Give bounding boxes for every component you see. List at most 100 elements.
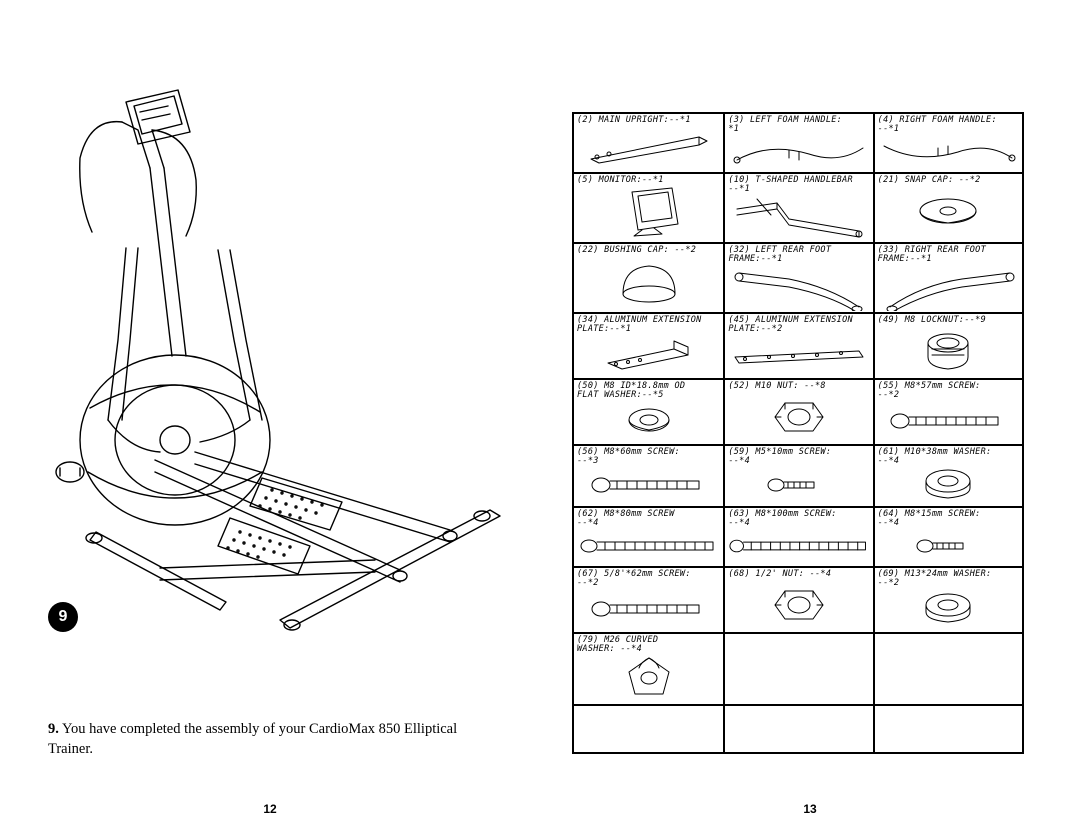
parts-cell: (2) MAIN UPRIGHT:--*1 [573, 113, 724, 173]
parts-row: (34) ALUMINUM EXTENSION PLATE:--*1 (45) A… [573, 313, 1023, 379]
parts-row [573, 705, 1023, 753]
parts-cell-label: (33) RIGHT REAR FOOT FRAME:--*1 [878, 246, 1019, 264]
parts-row: (50) M8 ID*18.8mm OD FLAT WASHER:--*5 (52… [573, 379, 1023, 445]
screw-m-icon [878, 400, 1019, 442]
parts-cell [724, 633, 873, 705]
screw-m-icon [577, 466, 720, 504]
parts-cell-label: (32) LEFT REAR FOOT FRAME:--*1 [728, 246, 869, 264]
hexnut-icon [728, 391, 869, 442]
parts-cell-label: (68) 1/2' NUT: --*4 [728, 570, 869, 579]
parts-cell-label: (55) M8*57mm SCREW: --*2 [878, 382, 1019, 400]
parts-cell: (79) M26 CURVED WASHER: --*4 [573, 633, 724, 705]
parts-cell: (49) M8 LOCKNUT:--*9 [874, 313, 1023, 379]
parts-cell-label: (69) M13*24mm WASHER: --*2 [878, 570, 1019, 588]
parts-cell: (63) M8*100mm SCREW: --*4 [724, 507, 873, 567]
plate-icon [577, 334, 720, 376]
parts-cell: (32) LEFT REAR FOOT FRAME:--*1 [724, 243, 873, 313]
empty-icon [728, 708, 869, 752]
parts-cell-label: (10) T-SHAPED HANDLEBAR --*1 [728, 176, 869, 194]
parts-cell [874, 705, 1023, 753]
parts-cell-label: (79) M26 CURVED WASHER: --*4 [577, 636, 720, 654]
parts-cell-label: (21) SNAP CAP: --*2 [878, 176, 1019, 185]
plate2-icon [728, 334, 869, 376]
elliptical-illustration [30, 40, 510, 660]
step-text: 9. You have completed the assembly of yo… [48, 720, 478, 759]
washer-thick-icon [878, 588, 1019, 630]
parts-cell: (52) M10 NUT: --*8 [724, 379, 873, 445]
parts-cell-label: (52) M10 NUT: --*8 [728, 382, 869, 391]
washer-icon [577, 400, 720, 442]
parts-cell-label: (5) MONITOR:--*1 [577, 176, 720, 185]
empty-icon [577, 708, 720, 752]
parts-cell: (55) M8*57mm SCREW: --*2 [874, 379, 1023, 445]
step-number-inline: 9. [48, 721, 59, 737]
parts-cell-label: (22) BUSHING CAP: --*2 [577, 246, 720, 255]
parts-cell-label: (50) M8 ID*18.8mm OD FLAT WASHER:--*5 [577, 382, 720, 400]
page-number-left: 12 [30, 802, 510, 816]
parts-row: (2) MAIN UPRIGHT:--*1 (3) LEFT FOAM HANDL… [573, 113, 1023, 173]
parts-cell: (3) LEFT FOAM HANDLE: *1 [724, 113, 873, 173]
t-handle-icon [728, 194, 869, 240]
left-page: 9 9. You have completed the assembly of … [0, 0, 540, 834]
parts-cell [874, 633, 1023, 705]
empty-icon [878, 636, 1019, 704]
parts-cell: (61) M10*38mm WASHER: --*4 [874, 445, 1023, 507]
parts-cell: (4) RIGHT FOAM HANDLE: --*1 [874, 113, 1023, 173]
parts-row: (5) MONITOR:--*1 (10) T-SHAPED HANDLEBAR … [573, 173, 1023, 243]
upright-icon [577, 125, 720, 170]
parts-row: (56) M8*60mm SCREW: --*3 (59) M5*10mm SCR… [573, 445, 1023, 507]
foam-handle-r-icon [878, 134, 1019, 170]
parts-cell: (69) M13*24mm WASHER: --*2 [874, 567, 1023, 633]
empty-icon [878, 708, 1019, 752]
parts-cell-label: (3) LEFT FOAM HANDLE: *1 [728, 116, 869, 134]
parts-cell: (62) M8*80mm SCREW --*4 [573, 507, 724, 567]
step-badge: 9 [48, 602, 78, 632]
parts-cell: (34) ALUMINUM EXTENSION PLATE:--*1 [573, 313, 724, 379]
parts-cell-label: (45) ALUMINUM EXTENSION PLATE:--*2 [728, 316, 869, 334]
parts-row: (79) M26 CURVED WASHER: --*4 [573, 633, 1023, 705]
empty-icon [728, 636, 869, 704]
parts-cell: (50) M8 ID*18.8mm OD FLAT WASHER:--*5 [573, 379, 724, 445]
parts-cell: (68) 1/2' NUT: --*4 [724, 567, 873, 633]
step-body: You have completed the assembly of your … [48, 721, 457, 757]
parts-cell [724, 705, 873, 753]
parts-cell [573, 705, 724, 753]
disc-icon [878, 185, 1019, 240]
curved-washer-icon [577, 654, 720, 702]
parts-cell-label: (64) M8*15mm SCREW: --*4 [878, 510, 1019, 528]
elliptical-trainer-icon [30, 40, 510, 660]
washer-thick-icon [878, 466, 1019, 504]
screw-xl-icon [728, 528, 869, 564]
monitor-icon [577, 185, 720, 240]
foam-handle-icon [728, 134, 869, 170]
dome-icon [577, 255, 720, 310]
step-badge-number: 9 [59, 608, 68, 626]
parts-cell: (64) M8*15mm SCREW: --*4 [874, 507, 1023, 567]
parts-cell-label: (4) RIGHT FOAM HANDLE: --*1 [878, 116, 1019, 134]
screw-l-icon [577, 528, 720, 564]
page-number-right: 13 [570, 802, 1050, 816]
parts-cell-label: (2) MAIN UPRIGHT:--*1 [577, 116, 720, 125]
parts-grid: (2) MAIN UPRIGHT:--*1 (3) LEFT FOAM HANDL… [572, 112, 1024, 754]
parts-cell-label: (61) M10*38mm WASHER: --*4 [878, 448, 1019, 466]
screw-m-icon [577, 588, 720, 630]
parts-cell: (10) T-SHAPED HANDLEBAR --*1 [724, 173, 873, 243]
parts-cell-label: (63) M8*100mm SCREW: --*4 [728, 510, 869, 528]
parts-cell: (22) BUSHING CAP: --*2 [573, 243, 724, 313]
parts-cell: (21) SNAP CAP: --*2 [874, 173, 1023, 243]
parts-cell-label: (56) M8*60mm SCREW: --*3 [577, 448, 720, 466]
parts-cell-label: (59) M5*10mm SCREW: --*4 [728, 448, 869, 466]
hexnut-icon [728, 579, 869, 630]
parts-row: (67) 5/8'*62mm SCREW: --*2(68) 1/2' NUT:… [573, 567, 1023, 633]
frame-r-icon [878, 264, 1019, 310]
frame-l-icon [728, 264, 869, 310]
parts-cell: (59) M5*10mm SCREW: --*4 [724, 445, 873, 507]
parts-cell-label: (34) ALUMINUM EXTENSION PLATE:--*1 [577, 316, 720, 334]
screw-s-icon [728, 466, 869, 504]
parts-cell: (5) MONITOR:--*1 [573, 173, 724, 243]
parts-cell-label: (49) M8 LOCKNUT:--*9 [878, 316, 1019, 325]
parts-row: (62) M8*80mm SCREW --*4 (63) M8*100mm SCR… [573, 507, 1023, 567]
locknut-icon [878, 325, 1019, 376]
parts-cell: (56) M8*60mm SCREW: --*3 [573, 445, 724, 507]
parts-cell-label: (62) M8*80mm SCREW --*4 [577, 510, 720, 528]
